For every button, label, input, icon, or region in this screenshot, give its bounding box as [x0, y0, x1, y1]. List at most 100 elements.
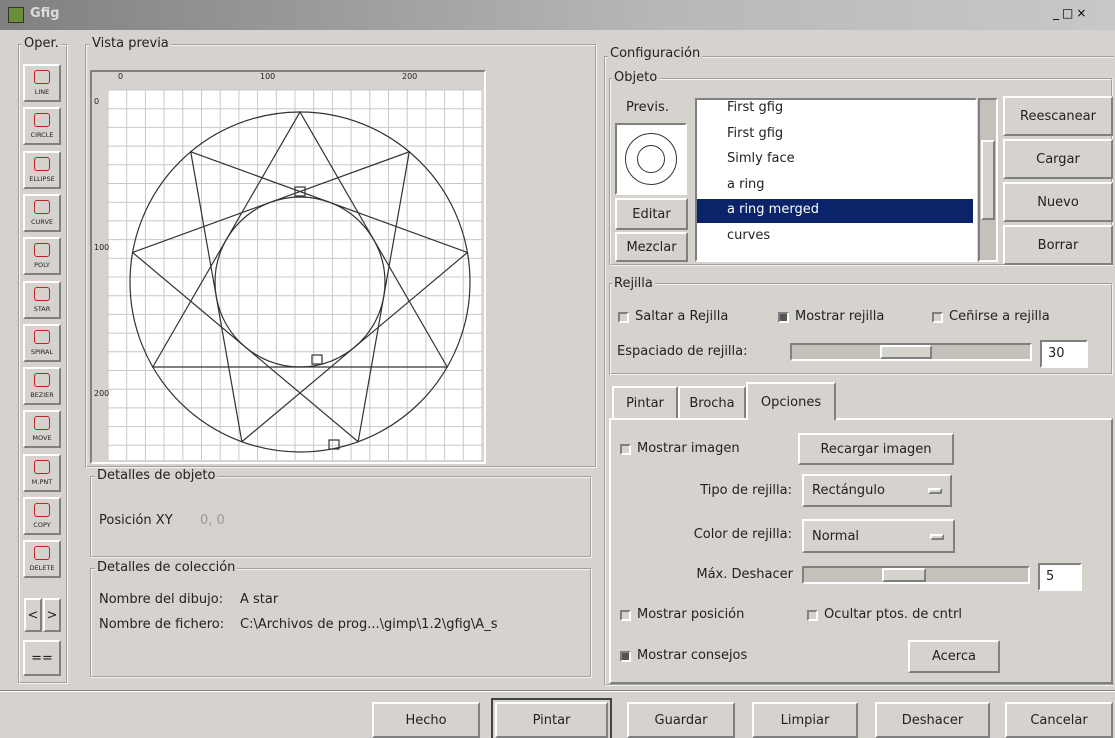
- hide-control-checkbox-label[interactable]: Ocultar ptos. de cntrl: [822, 607, 964, 622]
- object-button[interactable]: Reescanear: [1003, 96, 1113, 136]
- tool-button[interactable]: MOVE: [23, 410, 61, 448]
- grid-checkbox[interactable]: [932, 312, 943, 323]
- grid-frame: [609, 283, 1113, 375]
- nav-button[interactable]: >: [43, 598, 61, 632]
- object-details-title: Detalles de objeto: [95, 468, 217, 483]
- tool-button[interactable]: M.PNT: [23, 454, 61, 492]
- tool-label[interactable]: BEZIER: [25, 391, 59, 399]
- tool-icon: [34, 460, 50, 474]
- reload-image-button[interactable]: Recargar imagen: [798, 433, 954, 465]
- max-undo-spin[interactable]: 5: [1038, 563, 1082, 591]
- ruler-left-label: 0: [94, 97, 99, 106]
- hide-control-checkbox[interactable]: [807, 610, 818, 621]
- list-item[interactable]: a ring merged: [697, 199, 973, 223]
- slider-thumb[interactable]: [882, 568, 926, 582]
- tool-icon: [34, 113, 50, 127]
- menu-indicator: [930, 534, 944, 540]
- tool-button[interactable]: COPY: [23, 497, 61, 535]
- footer-button[interactable]: Deshacer: [875, 702, 990, 738]
- scroll-thumb[interactable]: [981, 140, 995, 220]
- tool-button[interactable]: CURVE: [23, 194, 61, 232]
- object-preview: [615, 123, 687, 195]
- tool-icon: [34, 70, 50, 84]
- position-label: Posición XY: [97, 513, 175, 528]
- object-title: Objeto: [612, 70, 659, 85]
- grid-color-label: Color de rejilla:: [640, 527, 792, 542]
- footer-button[interactable]: Hecho: [372, 702, 480, 738]
- list-item[interactable]: First gfig: [697, 123, 973, 147]
- window-title: Gfig: [30, 6, 60, 21]
- collection-title: Detalles de colección: [95, 560, 237, 575]
- tool-icon: [34, 200, 50, 214]
- grid-type-label: Tipo de rejilla:: [640, 483, 792, 498]
- thumb-circle: [637, 145, 665, 173]
- list-item[interactable]: First gfig: [697, 98, 973, 121]
- grid-checkbox[interactable]: [778, 312, 789, 323]
- tool-label[interactable]: LINE: [25, 88, 59, 96]
- gfig-window: Gfig _□× (() => { const data = JSON.pars…: [0, 0, 1115, 738]
- tool-button[interactable]: ELLIPSE: [23, 151, 61, 189]
- tab[interactable]: Pintar: [612, 386, 678, 418]
- grid-checkbox[interactable]: [618, 312, 629, 323]
- object-button[interactable]: Nuevo: [1003, 182, 1113, 222]
- tool-button[interactable]: CIRCLE: [23, 107, 61, 145]
- show-tips-checkbox-label[interactable]: Mostrar consejos: [635, 648, 749, 663]
- file-value: C:\Archivos de prog...\gimp\1.2\gfig\A_s: [238, 617, 499, 632]
- tool-button[interactable]: LINE: [23, 64, 61, 102]
- list-item[interactable]: Simly face: [697, 148, 973, 172]
- tool-label[interactable]: COPY: [25, 521, 59, 529]
- footer-button[interactable]: Pintar: [495, 702, 608, 738]
- show-tips-checkbox[interactable]: [620, 651, 631, 662]
- object-button[interactable]: Cargar: [1003, 139, 1113, 179]
- tool-button[interactable]: SPIRAL: [23, 324, 61, 362]
- tool-label[interactable]: POLY: [25, 261, 59, 269]
- tool-label[interactable]: M.PNT: [25, 478, 59, 486]
- tool-label[interactable]: STAR: [25, 305, 59, 313]
- tool-button[interactable]: DELETE: [23, 540, 61, 578]
- grid-spacing-spin[interactable]: 30: [1040, 340, 1088, 368]
- tab[interactable]: Brocha: [678, 386, 746, 418]
- footer-button[interactable]: Cancelar: [1005, 702, 1113, 738]
- show-position-checkbox-label[interactable]: Mostrar posición: [635, 607, 746, 622]
- about-button[interactable]: Acerca: [908, 640, 1000, 673]
- title-bar: Gfig _□×: [0, 0, 1115, 30]
- ruler-left-label: 100: [94, 243, 109, 252]
- tool-icon: [34, 546, 50, 560]
- ruler-top-label: 200: [402, 72, 417, 81]
- show-image-checkbox-label[interactable]: Mostrar imagen: [635, 441, 742, 456]
- show-image-checkbox[interactable]: [620, 444, 631, 455]
- tool-button[interactable]: POLY: [23, 237, 61, 275]
- edit-button[interactable]: Editar: [615, 198, 688, 230]
- grid-spacing-label: Espaciado de rejilla:: [615, 344, 750, 359]
- tool-label[interactable]: MOVE: [25, 434, 59, 442]
- ruler-left: [92, 72, 108, 460]
- footer-separator: [0, 690, 1115, 692]
- extra-button[interactable]: ==: [23, 640, 61, 676]
- slider-thumb[interactable]: [880, 345, 932, 359]
- nav-button[interactable]: <: [24, 598, 42, 632]
- tab[interactable]: Opciones: [746, 382, 836, 420]
- tool-label[interactable]: DELETE: [25, 564, 59, 572]
- footer-button[interactable]: Guardar: [627, 702, 735, 738]
- tool-label[interactable]: CIRCLE: [25, 131, 59, 139]
- tool-label[interactable]: ELLIPSE: [25, 175, 59, 183]
- tool-icon: [34, 373, 50, 387]
- grid-checkbox-label[interactable]: Saltar a Rejilla: [633, 309, 730, 324]
- window-controls[interactable]: _□×: [1053, 6, 1111, 24]
- list-item[interactable]: a ring: [697, 174, 973, 198]
- tool-button[interactable]: BEZIER: [23, 367, 61, 405]
- grid-checkbox-label[interactable]: Mostrar rejilla: [793, 309, 886, 324]
- merge-button[interactable]: Mezclar: [615, 232, 688, 262]
- max-undo-label: Máx. Deshacer: [640, 567, 793, 582]
- menu-indicator: [928, 488, 942, 494]
- tool-button[interactable]: STAR: [23, 281, 61, 319]
- show-position-checkbox[interactable]: [620, 610, 631, 621]
- preview-title: Vista previa: [90, 36, 171, 51]
- tool-label[interactable]: SPIRAL: [25, 348, 59, 356]
- tool-label[interactable]: CURVE: [25, 218, 59, 226]
- footer-button[interactable]: Limpiar: [752, 702, 858, 738]
- object-button[interactable]: Borrar: [1003, 225, 1113, 265]
- list-item[interactable]: curves: [697, 225, 973, 249]
- grid-checkbox-label[interactable]: Ceñirse a rejilla: [947, 309, 1052, 324]
- object-list: First gfigFirst gfigSimly facea ringa ri…: [695, 98, 977, 262]
